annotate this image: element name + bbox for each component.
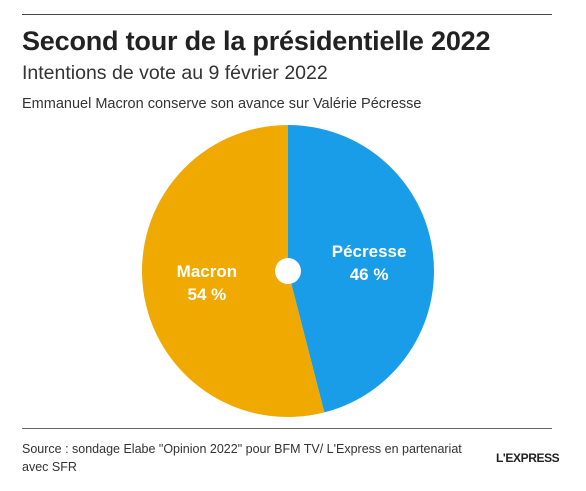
slice-value-label: 46 % (350, 265, 389, 284)
pie-slice-pcresse (288, 125, 434, 413)
pie-slice-macron (141, 124, 325, 417)
pie-chart: Pécresse 46 % Macron 54 % (141, 124, 434, 417)
top-divider (22, 14, 552, 15)
pie-slices (141, 124, 434, 417)
chart-title: Second tour de la présidentielle 2022 (22, 26, 491, 56)
chart-subtitle: Intentions de vote au 9 février 2022 (22, 62, 328, 84)
slice-value-label: 54 % (188, 285, 227, 304)
slice-name-label: Pécresse (332, 242, 407, 261)
chart-note: Emmanuel Macron conserve son avance sur … (22, 96, 422, 112)
donut-hole (275, 258, 301, 284)
slice-name-label: Macron (177, 262, 237, 281)
slice-labels: Pécresse 46 % Macron 54 % (177, 242, 407, 304)
express-logo: L'EXPRESS (496, 451, 560, 465)
bottom-divider (22, 428, 552, 429)
source-note: Source : sondage Elabe "Opinion 2022" po… (22, 442, 462, 474)
